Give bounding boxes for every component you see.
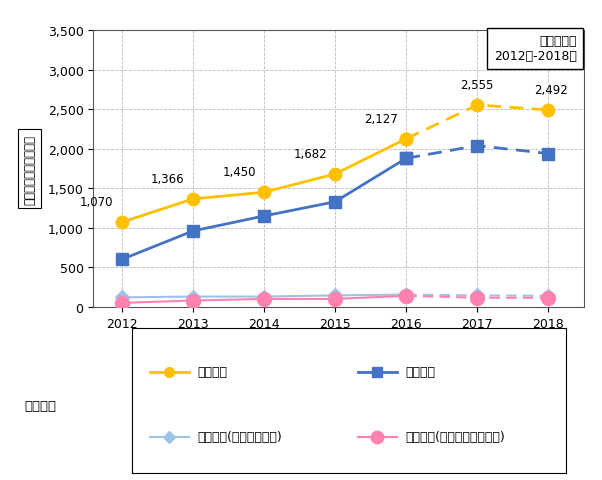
Text: 優先権主張
2012年-2018年: 優先権主張 2012年-2018年 [494,36,577,63]
Text: 1,682: 1,682 [293,148,327,161]
Text: 1,366: 1,366 [151,173,185,186]
Text: 2,127: 2,127 [364,113,398,126]
Text: ファミリー件数（件）: ファミリー件数（件） [23,134,36,204]
Text: 複合養殖(アクアポニックス): 複合養殖(アクアポニックス) [406,430,505,444]
Text: 海面養殖: 海面養殖 [197,365,228,379]
Text: 1,070: 1,070 [80,196,114,209]
Text: 複合養殖(水産養殖同士): 複合養殖(水産養殖同士) [197,430,282,444]
X-axis label: 出願年（優先権主張年）: 出願年（優先権主張年） [294,336,383,348]
Text: 陸上養殖: 陸上養殖 [406,365,435,379]
Text: 2,492: 2,492 [535,84,568,97]
Text: 1,450: 1,450 [222,166,256,179]
Text: 2,555: 2,555 [461,79,494,92]
Text: 技術区分: 技術区分 [24,399,56,412]
